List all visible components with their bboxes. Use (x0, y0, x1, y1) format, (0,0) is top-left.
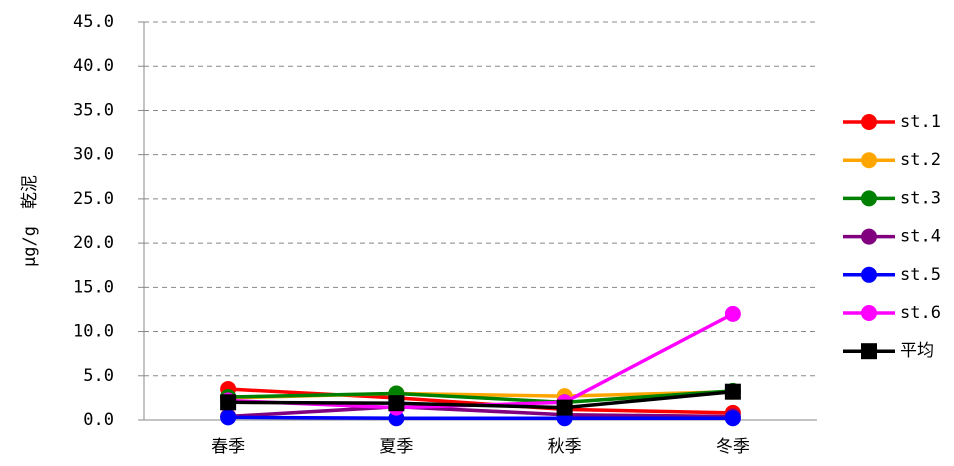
legend-label: st.2 (900, 150, 941, 170)
marker (861, 305, 877, 321)
marker (861, 228, 877, 245)
y-axis-label: μg/g 乾泥 (20, 175, 40, 267)
legend-label: st.4 (900, 227, 941, 247)
marker (861, 266, 877, 283)
series-line (228, 415, 733, 420)
series-line (228, 389, 733, 405)
y-tick-label: 40.0 (73, 56, 114, 76)
y-tick-label: 25.0 (73, 189, 114, 209)
marker (220, 394, 237, 411)
y-tick-label: 10.0 (73, 322, 114, 342)
y-tick-label: 0.0 (83, 410, 114, 430)
legend-label: st.1 (900, 112, 941, 132)
marker (861, 114, 877, 130)
marker (724, 410, 741, 427)
marker (861, 343, 877, 360)
y-tick-label: 20.0 (73, 233, 114, 253)
x-tick-label: 秋季 (548, 437, 582, 457)
x-tick-label: 夏季 (379, 437, 413, 457)
legend-label: st.5 (900, 265, 941, 285)
y-tick-label: 30.0 (73, 145, 114, 165)
marker (220, 409, 237, 426)
marker (724, 305, 741, 322)
y-tick-label: 35.0 (73, 100, 114, 120)
marker (388, 395, 405, 412)
y-tick-label: 5.0 (83, 366, 114, 386)
x-tick-label: 冬季 (716, 437, 750, 457)
marker (861, 190, 877, 207)
marker (861, 152, 877, 169)
legend-label: 平均 (900, 341, 934, 361)
y-tick-label: 45.0 (73, 12, 114, 32)
legend-label: st.3 (900, 188, 941, 208)
legend-label: st.6 (900, 303, 941, 323)
y-tick-label: 15.0 (73, 277, 114, 297)
series-line (228, 404, 733, 419)
marker (724, 383, 741, 400)
marker (556, 399, 573, 416)
x-tick-label: 春季 (211, 437, 245, 457)
series-line (228, 389, 734, 410)
